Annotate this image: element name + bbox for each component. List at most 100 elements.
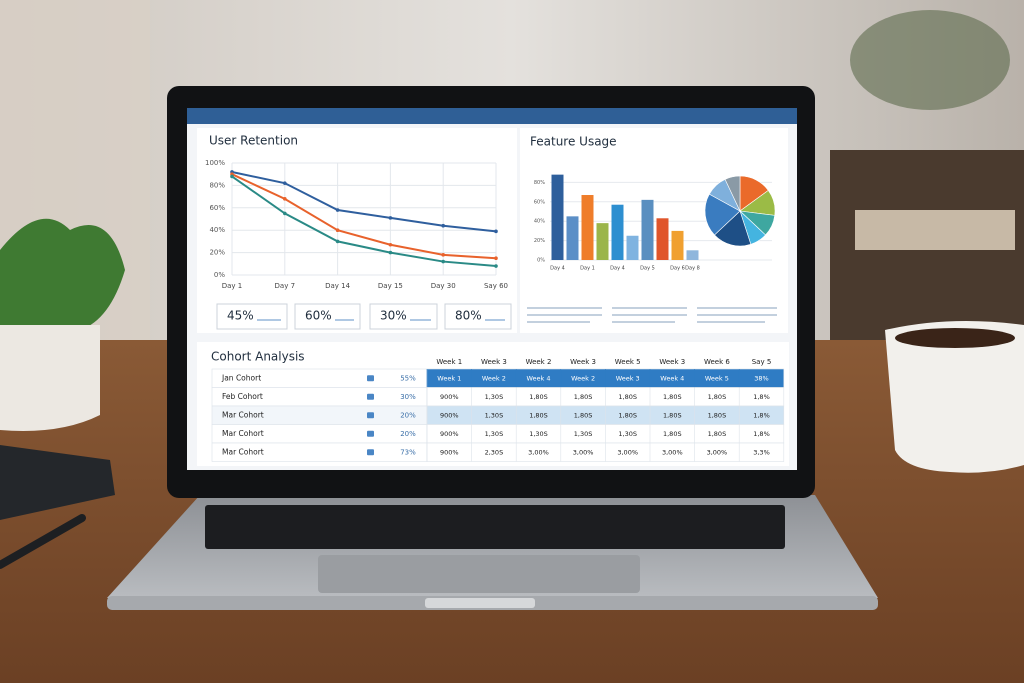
cohort-rate: 20%: [400, 430, 416, 438]
cohort-cell: 1,30S: [529, 430, 548, 438]
y-tick-label: 40%: [534, 219, 545, 225]
pie-slice: [704, 193, 741, 236]
cohort-cell: 1,80S: [618, 411, 637, 419]
cohort-cell: 3,00%: [662, 448, 683, 456]
retention-point: [335, 208, 340, 212]
cohort-cell: 900%: [440, 430, 459, 438]
background-plant: [850, 10, 1010, 110]
cohort-icon: [367, 430, 374, 437]
retention-point: [283, 197, 287, 201]
cohort-cell: 1,30S: [485, 411, 504, 419]
cohort-header: Week 2: [526, 358, 552, 366]
cohort-name: Mar Cohort: [222, 447, 264, 456]
bar: [626, 235, 639, 260]
retention-line: [231, 170, 497, 233]
kpi-value: 30%: [380, 309, 407, 323]
cohort-cell: 3,00%: [573, 448, 594, 456]
kpi-card: [444, 303, 512, 330]
pen: [0, 514, 86, 569]
cohort-cell: Week 4: [660, 374, 684, 382]
kpi-value: 60%: [305, 309, 332, 323]
kpi-card: [369, 303, 438, 330]
trackpad: [318, 555, 640, 593]
x-tick-label: Say 60: [484, 282, 508, 290]
x-tick-label: Day 1: [222, 282, 243, 290]
mug: [885, 321, 1024, 473]
cohort-cell: 1,80S: [618, 393, 637, 401]
retention-point: [441, 253, 446, 257]
kpi-card: [216, 303, 288, 330]
cohort-cell: 38%: [754, 374, 768, 382]
cohort-cell: Week 1: [437, 374, 461, 382]
cohort-cell: 1,30S: [574, 430, 593, 438]
cohort-cell: 1,80S: [708, 393, 727, 401]
keyboard: [205, 505, 785, 549]
cohort-rate: 73%: [400, 448, 416, 456]
retention-point: [335, 228, 340, 232]
y-tick-label: 100%: [205, 159, 225, 167]
y-tick-label: 0%: [214, 271, 225, 279]
cohort-cell: 1,80S: [663, 411, 682, 419]
cohort-cell: 3,00%: [707, 448, 728, 456]
bar: [566, 216, 579, 260]
y-tick-label: 80%: [209, 181, 225, 189]
cohort-rate: 55%: [400, 374, 416, 382]
bar: [671, 230, 684, 260]
cohort-rate: 20%: [400, 411, 416, 419]
cohort-cell: Week 5: [705, 374, 729, 382]
y-tick-label: 60%: [534, 199, 545, 205]
retention-point: [441, 223, 446, 228]
cohort-header: Week 3: [481, 358, 507, 366]
kpi-value: 45%: [227, 309, 254, 323]
retention-point: [283, 181, 287, 185]
cohort-cell: 1,8%: [753, 411, 770, 419]
x-tick-label: Day 30: [431, 282, 456, 290]
cohort-cell: 1,30S: [485, 393, 504, 401]
x-tick-label: Day 7: [275, 282, 296, 290]
cohort-cell: 1,80S: [529, 393, 548, 401]
cohort-cell: 1,8%: [753, 393, 770, 401]
y-tick-label: 20%: [534, 238, 545, 244]
cohort-cell: 900%: [440, 393, 459, 401]
cohort-cell: Week 3: [616, 374, 640, 382]
cohort-icon: [367, 375, 374, 382]
retention-point: [494, 256, 498, 261]
retention-point: [441, 259, 446, 264]
cohort-icon: [367, 449, 374, 456]
cohort-icon: [367, 412, 374, 419]
x-tick-label: Day 14: [325, 282, 351, 290]
y-tick-label: 40%: [209, 226, 225, 234]
cohort-cell: 1,80S: [529, 411, 548, 419]
bar: [551, 174, 564, 260]
retention-title: User Retention: [209, 134, 298, 148]
laptop-notch: [425, 598, 535, 608]
x-tick-label: Day 1: [580, 266, 595, 272]
retention-point: [388, 216, 393, 220]
x-tick-label: Day 8: [685, 266, 700, 272]
cohort-cell: 1,30S: [618, 430, 637, 438]
cohort-rate: 30%: [400, 393, 416, 401]
cohort-cell: 1,30S: [485, 430, 504, 438]
coffee: [895, 328, 1015, 348]
cohort-cell: 900%: [440, 411, 459, 419]
notebook: [0, 445, 115, 520]
shelf-books: [855, 210, 1015, 250]
cohort-cell: 3,00%: [617, 448, 638, 456]
retention-point: [335, 239, 340, 244]
x-tick-label: Day 15: [378, 282, 403, 290]
cohort-cell: Week 2: [482, 374, 506, 382]
bar: [686, 250, 699, 260]
y-tick-label: 0%: [537, 258, 545, 264]
cohort-header: Week 6: [704, 358, 730, 366]
retention-point: [494, 264, 498, 268]
cohort-cell: 3,3%: [753, 448, 770, 456]
summary-lines: [527, 307, 777, 323]
bar: [656, 218, 669, 260]
cohort-cell: 900%: [440, 448, 459, 456]
pie-slice: [714, 210, 752, 247]
feature-title: Feature Usage: [530, 135, 617, 149]
cohort-cell: 1,80S: [574, 411, 593, 419]
bar: [641, 199, 654, 260]
cohort-cell: 1,80S: [574, 393, 593, 401]
